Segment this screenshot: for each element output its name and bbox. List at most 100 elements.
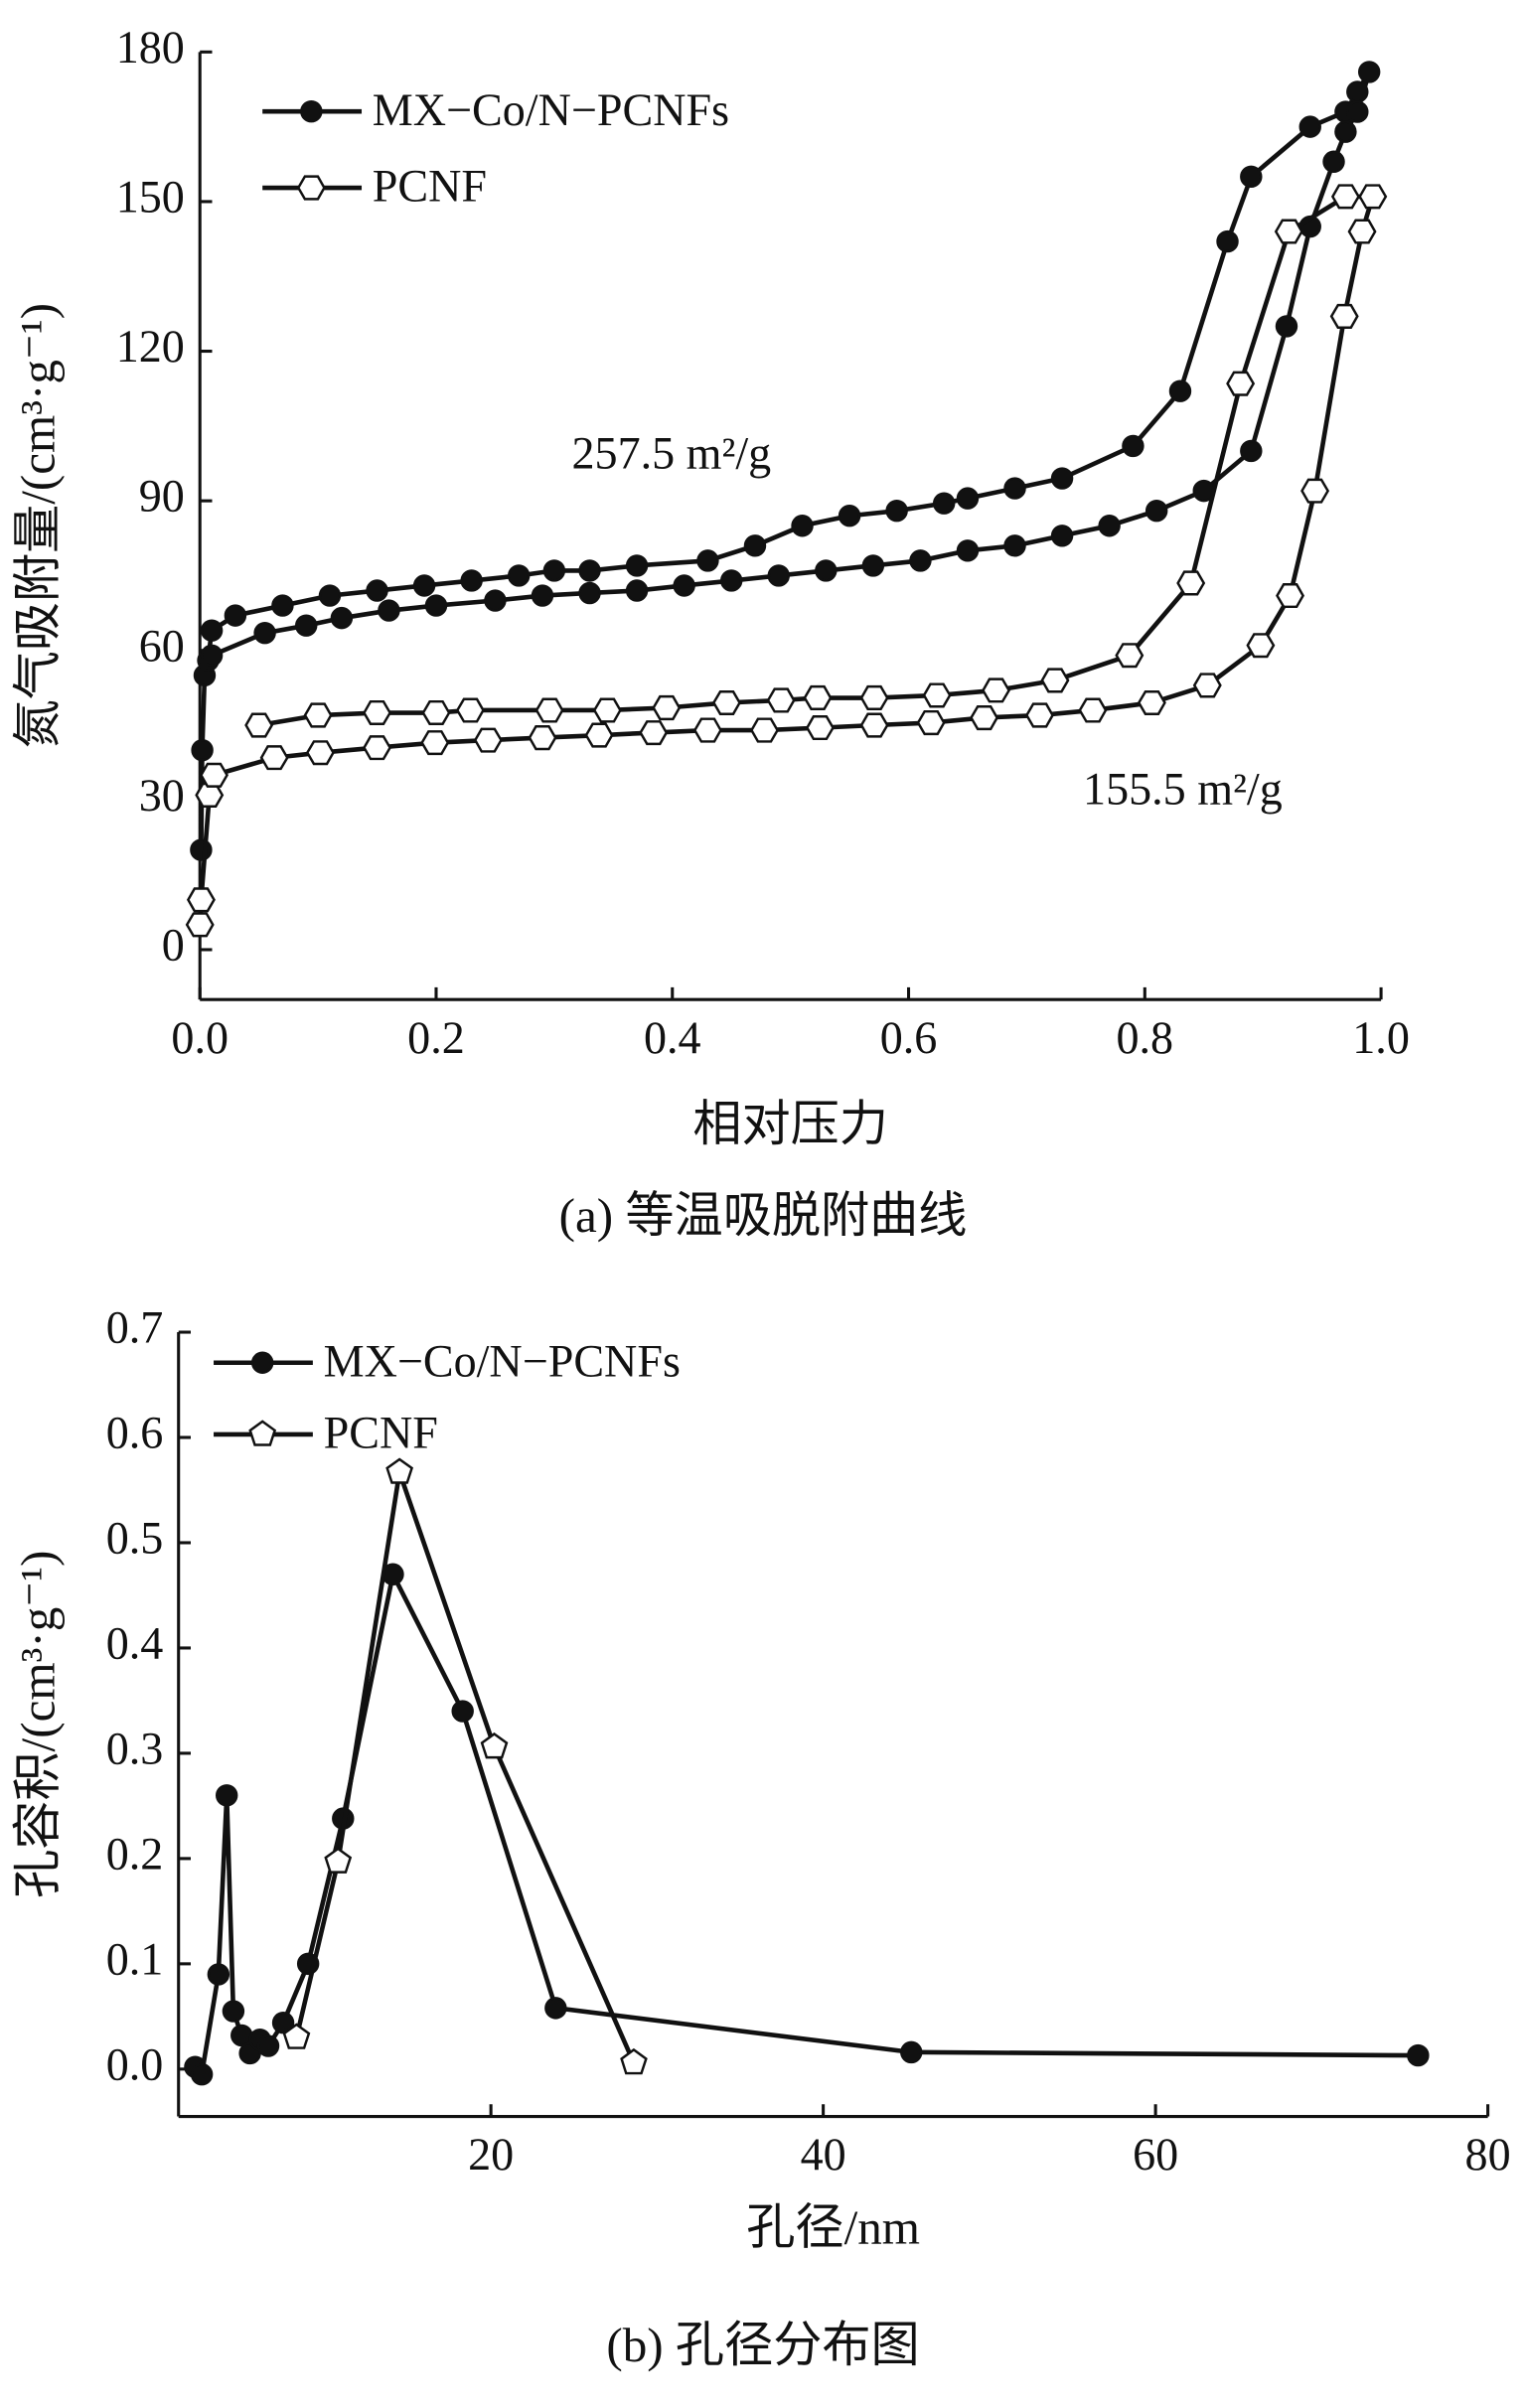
- y-axis-label: 氮气吸附量/(cm³·g⁻¹): [10, 303, 65, 748]
- marker: [259, 745, 289, 771]
- legend-marker: [300, 100, 323, 123]
- annotation: 155.5 m²/g: [1083, 763, 1283, 814]
- marker: [200, 619, 224, 642]
- marker: [900, 2040, 923, 2064]
- marker: [222, 2000, 245, 2023]
- x-axis-label: 相对压力: [692, 1097, 888, 1151]
- marker: [531, 584, 554, 607]
- marker: [207, 1963, 230, 1986]
- marker: [330, 606, 354, 630]
- marker: [711, 689, 741, 716]
- marker: [282, 2023, 311, 2049]
- marker: [692, 717, 722, 743]
- marker: [542, 559, 566, 582]
- legend-label: PCNF: [324, 1408, 438, 1458]
- annotation: 257.5 m²/g: [571, 427, 771, 478]
- marker: [1347, 219, 1377, 244]
- series-line: [193, 1567, 1419, 2080]
- marker: [1050, 525, 1074, 547]
- y-tick-label: 0.1: [106, 1933, 164, 1984]
- marker: [970, 705, 999, 731]
- marker: [696, 549, 719, 572]
- x-tick-label: 0.8: [1117, 1012, 1174, 1063]
- x-axis-label: 孔径/nm: [746, 2200, 920, 2255]
- marker: [885, 499, 908, 523]
- marker: [528, 725, 557, 751]
- marker: [932, 492, 956, 515]
- marker: [1115, 643, 1144, 669]
- x-tick-label: 0.2: [407, 1012, 465, 1063]
- legend-marker: [250, 1351, 274, 1374]
- marker: [424, 594, 448, 617]
- marker: [1050, 467, 1074, 490]
- marker: [1300, 478, 1330, 504]
- marker: [1024, 702, 1054, 728]
- marker: [1246, 633, 1276, 659]
- marker: [625, 554, 649, 577]
- marker: [719, 569, 743, 592]
- x-tick-label: 60: [1133, 2129, 1178, 2180]
- marker: [186, 887, 216, 913]
- marker: [750, 717, 780, 743]
- marker: [982, 677, 1011, 703]
- marker: [1275, 315, 1298, 338]
- marker: [363, 699, 392, 726]
- marker: [956, 487, 980, 510]
- marker: [190, 2062, 214, 2086]
- legend-label: PCNF: [373, 161, 487, 212]
- marker: [1226, 371, 1256, 396]
- marker: [1346, 100, 1369, 123]
- marker: [1078, 697, 1108, 723]
- marker: [544, 1997, 567, 2020]
- y-tick-label: 30: [139, 770, 185, 821]
- marker: [1334, 120, 1357, 143]
- marker: [200, 644, 224, 667]
- y-tick-label: 60: [139, 620, 185, 671]
- y-tick-label: 0.6: [106, 1408, 164, 1458]
- marker: [1003, 534, 1026, 557]
- marker: [1276, 583, 1305, 609]
- marker: [767, 564, 790, 587]
- marker: [625, 579, 649, 602]
- marker: [838, 504, 861, 527]
- x-tick-label: 40: [801, 2129, 846, 2180]
- marker: [1240, 439, 1263, 463]
- marker: [1216, 229, 1239, 253]
- x-tick-label: 0.4: [644, 1012, 701, 1063]
- marker: [1168, 379, 1192, 402]
- y-tick-label: 150: [116, 172, 185, 223]
- legend-label: MX−Co/N−PCNFs: [373, 84, 729, 135]
- legend-label: MX−Co/N−PCNFs: [324, 1335, 681, 1386]
- y-tick-label: 90: [139, 471, 185, 522]
- marker: [1298, 115, 1321, 138]
- marker: [484, 589, 507, 612]
- marker: [859, 712, 889, 738]
- marker: [620, 2047, 648, 2075]
- y-tick-label: 0.5: [106, 1513, 164, 1564]
- marker: [578, 581, 601, 605]
- marker: [1407, 2043, 1430, 2067]
- marker: [766, 687, 796, 713]
- marker: [253, 621, 276, 645]
- marker: [256, 2034, 280, 2057]
- marker: [480, 1731, 509, 1759]
- marker: [455, 697, 485, 723]
- y-tick-label: 0.7: [106, 1302, 164, 1353]
- marker: [1192, 673, 1222, 698]
- marker: [815, 559, 838, 582]
- legend-marker: [248, 1420, 277, 1446]
- y-tick-label: 0.3: [106, 1723, 164, 1773]
- marker: [909, 549, 932, 572]
- x-tick-label: 1.0: [1352, 1012, 1410, 1063]
- marker: [916, 709, 946, 736]
- y-tick-label: 0.4: [106, 1618, 164, 1669]
- marker: [805, 715, 835, 741]
- marker: [1358, 184, 1388, 210]
- marker: [791, 515, 814, 537]
- marker: [1144, 499, 1168, 523]
- y-axis-label: 孔容积/(cm³·g⁻¹): [10, 1551, 65, 1898]
- marker: [185, 912, 215, 938]
- marker: [216, 1784, 238, 1807]
- marker: [420, 730, 450, 756]
